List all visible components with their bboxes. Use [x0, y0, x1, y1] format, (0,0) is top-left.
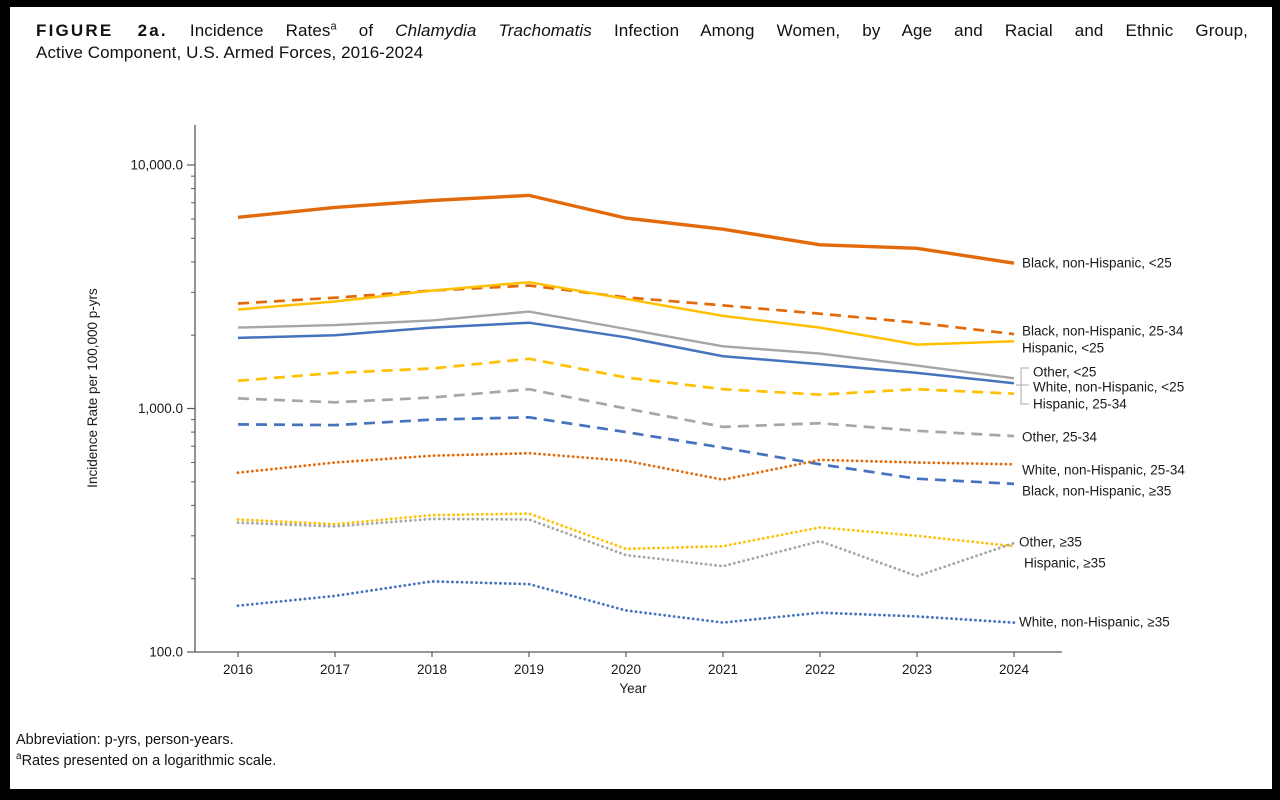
x-tick-label: 2021 [708, 662, 738, 677]
series-label-0: Black, non-Hispanic, <25 [1022, 256, 1172, 271]
x-tick-label: 2019 [514, 662, 544, 677]
figure-title: FIGURE 2a. Incidence Ratesa of Chlamydia… [36, 20, 1248, 65]
y-axis-title: Incidence Rate per 100,000 p-yrs [85, 288, 100, 488]
series-line-6 [237, 387, 1015, 438]
series-line-8 [236, 451, 1016, 482]
title-text-3: Infection Among Women, by Age and Racial… [613, 21, 1248, 40]
series-line-7 [237, 415, 1015, 486]
series-line-5 [237, 357, 1015, 396]
figure-white-canvas [10, 7, 1272, 789]
series-line-11 [236, 579, 1016, 625]
x-tick-label: 2024 [999, 662, 1030, 677]
series-label-2: Hispanic, <25 [1022, 341, 1104, 356]
figure-title-line2: Active Component, U.S. Armed Forces, 201… [36, 43, 424, 63]
label-leader-bracket [1016, 367, 1029, 405]
x-tick-label: 2016 [223, 662, 253, 677]
series-label-4: White, non-Hispanic, <25 [1033, 380, 1184, 395]
series-label-11: White, non-Hispanic, ≥35 [1019, 615, 1170, 630]
footnote-a-text: Rates presented on a logarithmic scale. [21, 752, 277, 769]
x-axis-title: Year [619, 681, 647, 696]
series-line-4 [237, 321, 1015, 385]
x-tick-label: 2022 [805, 662, 835, 677]
figure-title-line1: FIGURE 2a. Incidence Ratesa of Chlamydia… [36, 20, 1248, 42]
series-line-10 [236, 517, 1016, 578]
y-tick-label: 100.0 [149, 645, 183, 660]
series-label-6: Other, 25-34 [1022, 430, 1098, 445]
log-scale-note: aRates presented on a logarithmic scale. [16, 751, 276, 772]
y-tick-label: 1,000.0 [138, 401, 183, 416]
series-label-3: Other, <25 [1033, 365, 1096, 380]
title-text-1: Incidence Rates [189, 21, 331, 40]
footnote-a-marker: a [16, 750, 22, 762]
x-tick-label: 2020 [611, 662, 641, 677]
series-line-3 [237, 310, 1015, 380]
series-label-9: Other, ≥35 [1019, 535, 1082, 550]
series-line-9 [236, 512, 1016, 551]
x-tick-label: 2017 [320, 662, 350, 677]
series-line-0 [237, 193, 1015, 265]
title-text-2: of [358, 21, 374, 40]
series-label-10: Hispanic, ≥35 [1024, 556, 1106, 571]
title-footnote-marker: a [330, 20, 337, 33]
series-line-1 [237, 284, 1015, 336]
series-line-2 [237, 280, 1015, 346]
series-label-8: Black, non-Hispanic, ≥35 [1022, 484, 1171, 499]
figure-number-label: FIGURE 2a. [36, 21, 168, 40]
y-tick-label: 10,000.0 [130, 158, 183, 173]
title-species-italic: Chlamydia Trachomatis [395, 21, 592, 40]
figure-footnotes: Abbreviation: p-yrs, person-years. aRate… [16, 730, 276, 771]
series-label-1: Black, non-Hispanic, 25-34 [1022, 324, 1184, 339]
x-tick-label: 2018 [417, 662, 447, 677]
abbreviation-note: Abbreviation: p-yrs, person-years. [16, 732, 234, 748]
series-label-7: White, non-Hispanic, 25-34 [1022, 463, 1185, 478]
series-label-5: Hispanic, 25-34 [1033, 397, 1127, 412]
x-tick-label: 2023 [902, 662, 932, 677]
